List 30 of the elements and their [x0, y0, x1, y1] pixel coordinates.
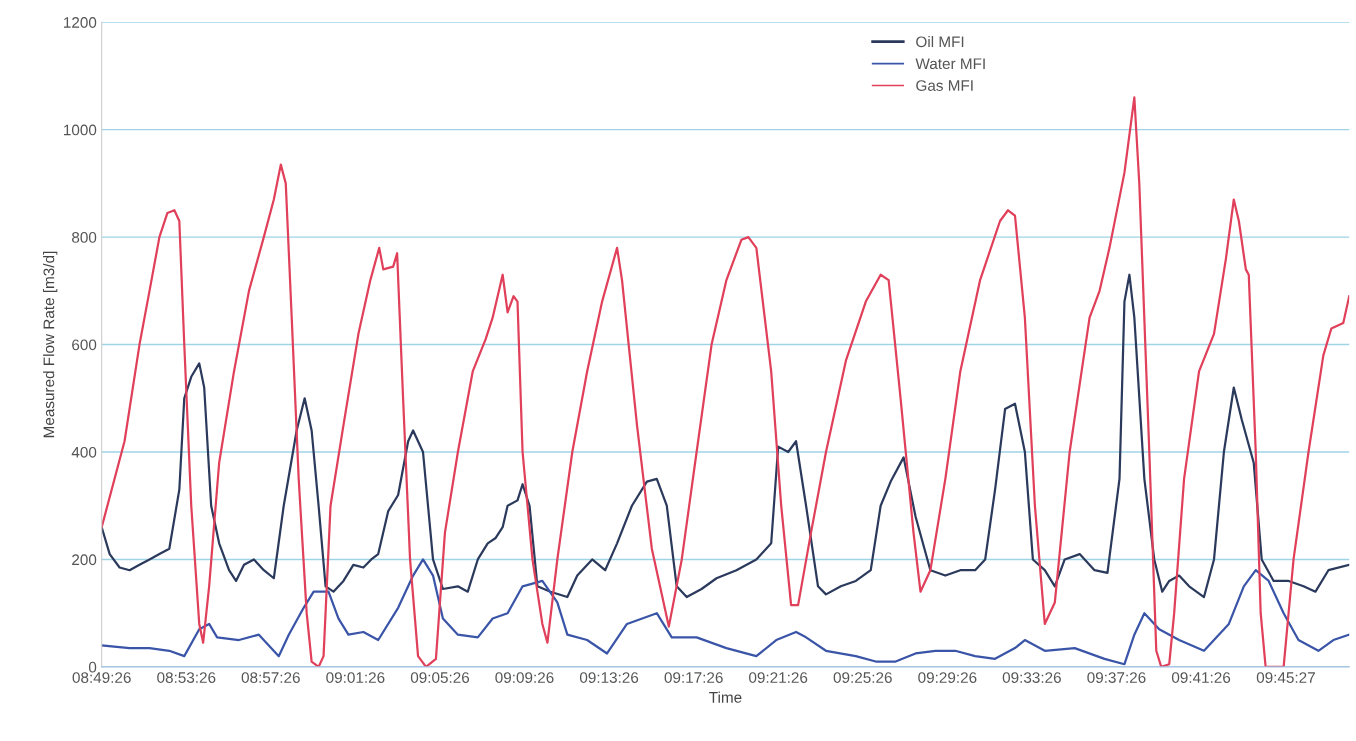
y-tick-label: 1000: [64, 124, 97, 136]
y-tick-label: 800: [72, 231, 97, 243]
x-tick-label: 09:33:26: [1002, 672, 1061, 683]
x-tick-label: 09:17:26: [664, 672, 723, 683]
y-tick-label: 400: [71, 446, 97, 458]
x-tick-label: 09:29:26: [918, 672, 977, 683]
x-tick-label: 09:41:26: [1171, 672, 1231, 683]
x-tick-label: 09:45:27: [1256, 672, 1315, 683]
legend-label: Water MFI: [915, 58, 985, 70]
y-tick-label: 200: [72, 554, 97, 566]
legend-label: Gas MFI: [916, 80, 973, 91]
x-tick-label: 08:53:26: [157, 672, 216, 683]
line-series: [101, 558, 1350, 666]
y-tick-label: 1200: [64, 17, 97, 28]
y-axis-title: Measured Flow Rate [m3/d]: [43, 251, 58, 438]
line-series: [101, 273, 1350, 599]
x-tick-label: 09:01:26: [326, 672, 385, 683]
y-tick-label: 0: [88, 661, 97, 673]
x-axis-title: Time: [709, 691, 742, 703]
x-tick-label: 09:13:26: [579, 672, 639, 683]
x-tick-label: 09:21:26: [749, 672, 808, 683]
x-tick-label: 09:09:26: [495, 672, 554, 683]
legend-label: Oil MFI: [916, 35, 964, 48]
y-tick-label: 600: [72, 339, 97, 351]
x-tick-label: 09:05:26: [410, 672, 470, 683]
x-tick-label: 09:37:26: [1087, 672, 1146, 683]
x-tick-label: 08:49:26: [72, 672, 131, 683]
x-tick-label: 09:25:26: [833, 672, 892, 683]
x-tick-label: 08:57:26: [241, 672, 300, 683]
line-series: [101, 96, 1350, 667]
